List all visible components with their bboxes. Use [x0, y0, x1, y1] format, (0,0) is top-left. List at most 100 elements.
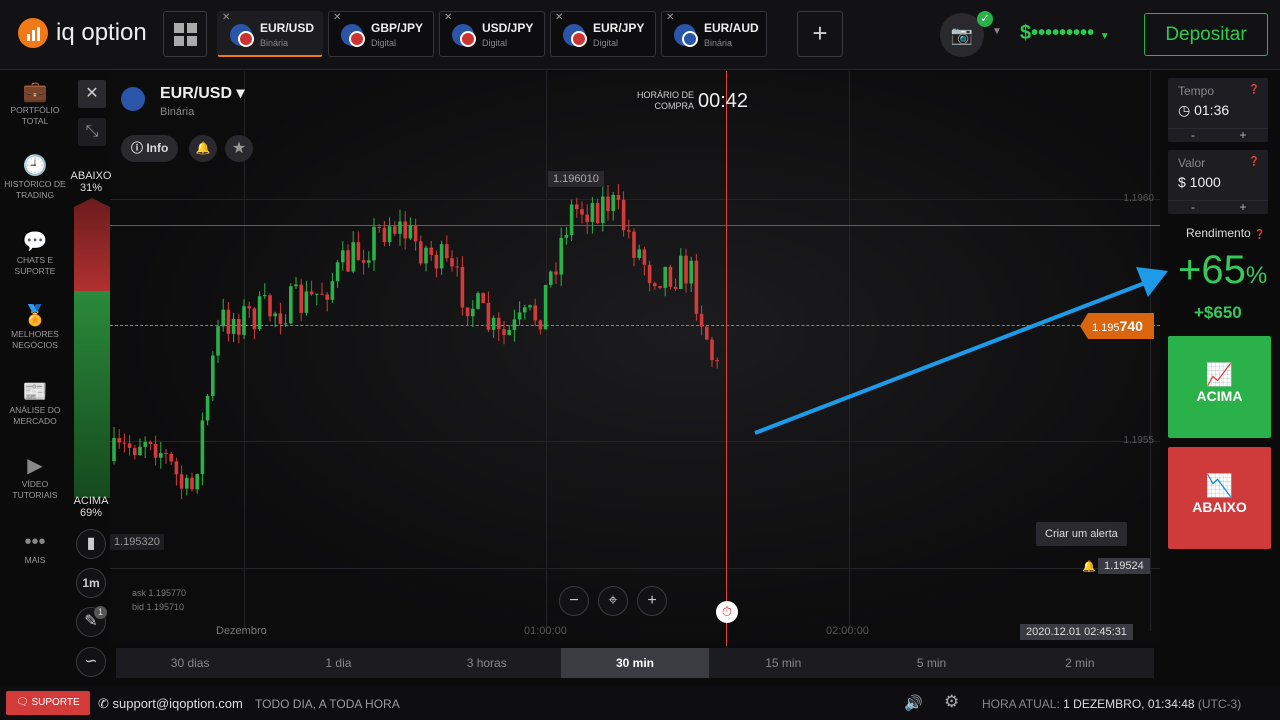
candle-body — [439, 244, 444, 269]
tab-pair: EUR/JPY — [593, 21, 645, 35]
candle-body — [564, 235, 569, 238]
timeframe-button[interactable]: 1m — [76, 568, 106, 598]
timeframe-option[interactable]: 3 horas — [466, 656, 507, 670]
amount-minus[interactable]: - — [1191, 200, 1195, 214]
candle-body — [455, 266, 459, 268]
candle-body — [517, 312, 522, 320]
sidebar-item[interactable]: 💬 CHATS E SUPORTE — [0, 229, 70, 277]
flag-icon — [682, 31, 698, 47]
candle-body — [606, 196, 610, 212]
close-tab-icon[interactable]: ✕ — [666, 12, 675, 23]
time-plus[interactable]: + — [1239, 128, 1247, 142]
time-minus[interactable]: - — [1191, 128, 1195, 142]
candle-body — [653, 283, 657, 287]
volume-icon[interactable]: 🔊 — [904, 695, 923, 712]
timeframe-option[interactable]: 30 min — [560, 648, 710, 678]
sidebar-item[interactable]: ••• MAIS — [0, 529, 70, 566]
sidebar-item[interactable]: 📰 ANÁLISE DO MERCADO — [0, 379, 70, 427]
candle-body — [309, 291, 314, 295]
deposit-button[interactable]: Depositar — [1144, 13, 1268, 56]
close-tab-icon[interactable]: ✕ — [222, 12, 231, 23]
candle-body — [367, 260, 371, 263]
candle-body — [647, 264, 652, 284]
close-icon[interactable]: ✕ — [78, 80, 106, 108]
candle-body — [174, 461, 179, 475]
candle-body — [611, 194, 615, 212]
flag-icon — [460, 31, 476, 47]
candle-body — [112, 438, 116, 461]
close-tab-icon[interactable]: ✕ — [555, 12, 564, 23]
candle-body — [361, 260, 366, 263]
timeframe-option[interactable]: 2 min — [1065, 656, 1095, 670]
support-email[interactable]: ✆ support@iqoption.com — [98, 696, 243, 711]
alert-price[interactable]: 1.19524 — [1098, 558, 1150, 574]
candle-body — [715, 360, 719, 362]
sidebar-item[interactable]: 💼 PORTFÓLIO TOTAL — [0, 79, 70, 127]
asset-tab[interactable]: ✕ EUR/USD Binária — [217, 11, 323, 57]
candle-body — [699, 313, 704, 327]
balance[interactable]: $••••••••• ▼ — [1020, 22, 1110, 44]
gear-icon[interactable]: ⚙ — [944, 692, 960, 711]
candle-body — [211, 355, 215, 396]
logo[interactable]: iq option — [18, 18, 147, 48]
sidebar-item[interactable]: 🕘 HISTÓRICO DE TRADING — [0, 153, 70, 201]
candle-body — [257, 296, 262, 330]
asset-tab[interactable]: ✕ GBP/JPY Digital — [328, 11, 434, 57]
time-field[interactable]: Tempo ❓ ◷ 01:36 - + — [1168, 78, 1268, 142]
current-time: HORA ATUAL: 1 DEZEMBRO, 01:34:48 (UTC-3) — [982, 697, 1242, 711]
timeframe-option[interactable]: 1 dia — [325, 656, 352, 670]
close-tab-icon[interactable]: ✕ — [444, 12, 453, 23]
info-button[interactable]: ⓘ Info — [121, 135, 179, 162]
asset-tab[interactable]: ✕ EUR/AUD Binária — [661, 11, 767, 57]
timeframe-option[interactable]: 15 min — [765, 656, 802, 670]
x-tick: 02:00:00 — [826, 625, 869, 637]
candle-body — [689, 260, 693, 284]
candle-body — [549, 271, 553, 285]
candle-body — [283, 323, 288, 325]
candle-body — [304, 291, 309, 313]
add-tab-button[interactable]: + — [797, 11, 843, 57]
asset-tab[interactable]: ✕ USD/JPY Digital — [439, 11, 545, 57]
bell-icon[interactable]: 🔔 — [189, 135, 217, 162]
bell-icon[interactable]: 🔔 — [1082, 561, 1096, 573]
sidebar-item[interactable]: ▶ VÍDEO TUTORIAIS — [0, 453, 70, 501]
footer: 🗨 SUPORTE ✆ support@iqoption.com TODO DI… — [0, 686, 1280, 720]
asset-type: Binária — [160, 106, 195, 118]
sidebar-item[interactable]: 🏅 MELHORES NEGÓCIOS — [0, 303, 70, 351]
current-price-tag: 1.195740 — [1080, 313, 1154, 339]
amount-field[interactable]: Valor ❓ $ 1000 - + — [1168, 150, 1268, 214]
candle-body — [684, 255, 688, 284]
chart-type-button[interactable]: ▮ — [76, 529, 106, 559]
candle-body — [486, 302, 491, 330]
asset-tab[interactable]: ✕ EUR/JPY Digital — [550, 11, 656, 57]
zoom-in-button[interactable]: + — [637, 586, 667, 616]
zoom-out-button[interactable]: − — [559, 586, 589, 616]
candle-body — [268, 295, 272, 317]
amount-plus[interactable]: + — [1239, 200, 1247, 214]
star-icon[interactable]: ★ — [225, 135, 253, 162]
candle-body — [637, 249, 641, 258]
timeframe-option[interactable]: 5 min — [916, 656, 947, 670]
asset-selector[interactable]: EUR/USD ▾ — [160, 85, 245, 102]
yield-value: +65% — [1178, 248, 1268, 292]
candle-body — [195, 474, 199, 490]
candle-body — [226, 309, 231, 334]
indicators-button[interactable]: ∽ — [76, 647, 106, 677]
down-button[interactable]: 📉 ABAIXO — [1168, 447, 1271, 549]
chart-area[interactable]: 1.1960 1.1955 HORÁRIO DE COMPRA 00:42 1.… — [110, 71, 1168, 646]
candle-body — [205, 395, 210, 421]
purchase-time-line — [726, 71, 727, 646]
candle-body — [273, 313, 277, 317]
support-button[interactable]: 🗨 SUPORTE — [6, 691, 90, 715]
candle-body — [153, 443, 158, 458]
collapse-icon[interactable]: ⤡ — [78, 118, 106, 146]
camera-icon[interactable]: 📷 — [940, 13, 984, 57]
candle-body — [335, 262, 340, 282]
close-tab-icon[interactable]: ✕ — [333, 12, 342, 23]
flag-icon — [349, 31, 365, 47]
center-button[interactable]: ⌖ — [598, 586, 628, 616]
all-assets-button[interactable] — [163, 11, 207, 57]
chevron-down-icon[interactable]: ▼ — [992, 26, 1002, 37]
up-button[interactable]: 📈 ACIMA — [1168, 336, 1271, 438]
timeframe-option[interactable]: 30 dias — [170, 656, 210, 670]
